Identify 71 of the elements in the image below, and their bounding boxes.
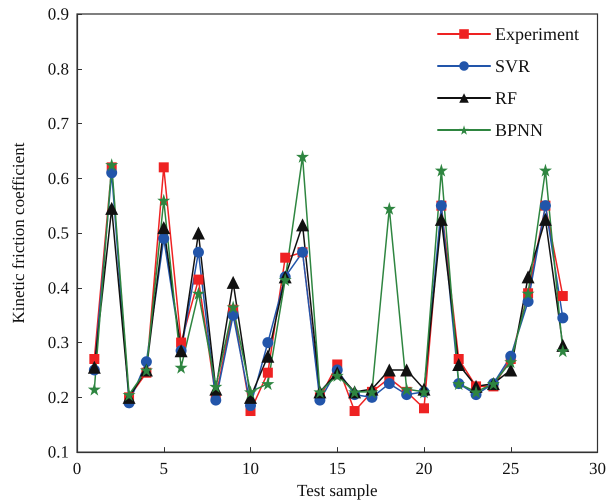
point xyxy=(556,344,570,358)
point xyxy=(350,406,360,416)
point xyxy=(158,233,170,244)
y-tick-label: 0.9 xyxy=(48,4,69,24)
point xyxy=(280,252,290,263)
y-tick-label: 0.6 xyxy=(48,168,69,188)
point xyxy=(384,378,395,390)
point xyxy=(192,246,204,258)
point xyxy=(210,394,222,406)
point xyxy=(522,270,535,284)
point xyxy=(209,380,222,393)
point xyxy=(157,194,170,207)
x-tick-label: 5 xyxy=(160,459,168,478)
point xyxy=(244,385,257,398)
point xyxy=(382,363,396,376)
point xyxy=(262,368,273,378)
point xyxy=(140,356,152,368)
x-tick-label: 25 xyxy=(502,459,520,478)
y-tick-label: 0.2 xyxy=(48,388,69,407)
point xyxy=(400,363,414,376)
point xyxy=(558,291,568,302)
y-tick-label: 0.5 xyxy=(48,224,69,243)
point xyxy=(296,150,310,163)
x-tick-label: 0 xyxy=(72,459,82,478)
point xyxy=(261,350,274,363)
point xyxy=(504,363,518,376)
point xyxy=(382,202,396,215)
point xyxy=(89,354,100,364)
point xyxy=(330,368,344,382)
point xyxy=(226,300,240,314)
y-tick-label: 0.8 xyxy=(48,59,69,78)
y-axis-title: Kinetic friction coefficient xyxy=(9,142,28,324)
point xyxy=(470,385,483,398)
point xyxy=(192,286,205,300)
y-tick-label: 0.3 xyxy=(48,333,69,352)
point xyxy=(400,382,414,396)
point xyxy=(538,212,552,226)
x-axis-title: Test sample xyxy=(297,481,378,500)
point xyxy=(122,388,136,402)
point xyxy=(88,360,101,374)
point xyxy=(296,218,310,232)
legend-label: SVR xyxy=(495,56,530,76)
point xyxy=(174,360,188,374)
x-tick-label: 15 xyxy=(328,459,346,478)
y-tick-label: 0.1 xyxy=(48,442,69,462)
point xyxy=(452,358,466,371)
point xyxy=(557,312,568,324)
y-tick-label: 0.7 xyxy=(48,114,70,134)
x-tick-label: 30 xyxy=(589,459,606,478)
point xyxy=(105,158,118,172)
y-tick-label: 0.4 xyxy=(48,278,70,298)
legend-label: BPNN xyxy=(495,120,544,140)
point xyxy=(105,202,118,215)
point xyxy=(88,382,101,396)
point xyxy=(278,273,292,286)
point xyxy=(192,226,205,240)
legend-label: Experiment xyxy=(495,24,580,44)
x-tick-label: 20 xyxy=(416,459,432,478)
point xyxy=(193,274,204,285)
point xyxy=(157,221,170,234)
point xyxy=(538,164,552,177)
point xyxy=(226,276,240,289)
point xyxy=(158,162,169,172)
x-tick-label: 10 xyxy=(242,459,259,478)
point xyxy=(434,212,448,226)
point xyxy=(434,164,448,177)
point xyxy=(262,337,274,348)
legend-label: RF xyxy=(495,88,518,108)
point xyxy=(419,403,429,414)
point xyxy=(504,355,518,368)
point xyxy=(261,377,274,390)
